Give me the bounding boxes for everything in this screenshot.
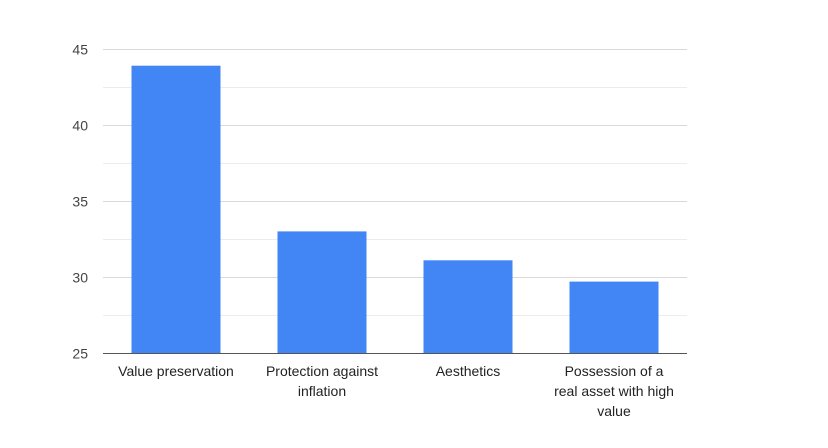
y-tick-label: 30 — [72, 270, 88, 286]
bars — [131, 65, 659, 353]
bar — [131, 65, 221, 353]
y-tick-label: 25 — [72, 346, 88, 362]
x-category-labels: Value preservation Protection against infl… — [118, 363, 674, 419]
y-tick-label: 40 — [72, 118, 88, 134]
bar — [423, 260, 513, 353]
y-tick-label: 45 — [72, 42, 88, 58]
x-category-label: Value preservation — [118, 363, 234, 379]
x-category-label-line: real asset with high — [554, 383, 674, 399]
x-category-label-line: Possession of a — [565, 363, 664, 379]
x-category-label-line: Aesthetics — [436, 363, 501, 379]
x-category-label: Protection against inflation — [266, 363, 378, 399]
x-category-label-line: inflation — [298, 383, 346, 399]
bar — [569, 281, 659, 353]
x-category-label-line: Value preservation — [118, 363, 234, 379]
y-tick-label: 35 — [72, 194, 88, 210]
x-category-label-line: value — [597, 403, 631, 419]
x-category-label: Possession of a real asset with high value — [554, 363, 674, 419]
x-category-label: Aesthetics — [436, 363, 501, 379]
bar — [277, 231, 367, 353]
x-category-label-line: Protection against — [266, 363, 378, 379]
y-tick-labels: 25 30 35 40 45 — [72, 42, 88, 362]
